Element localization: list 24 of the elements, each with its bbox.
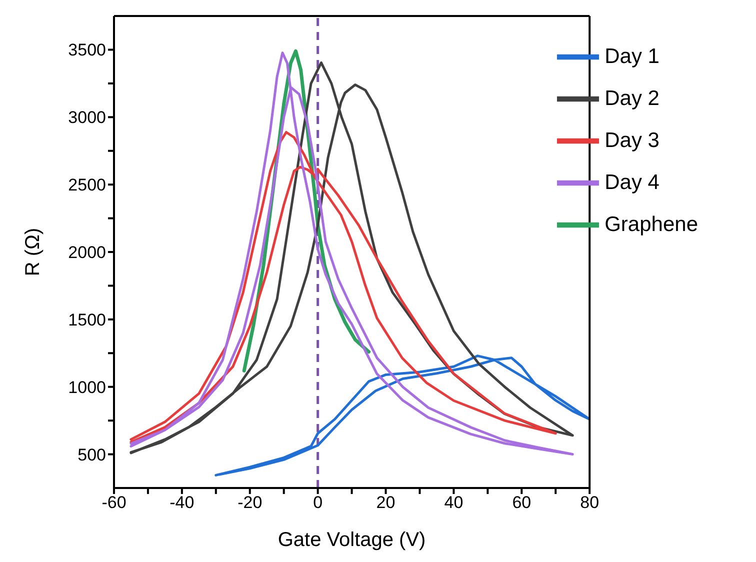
- y-tick-label: 2500: [68, 176, 106, 195]
- legend-label: Day 1: [604, 44, 660, 68]
- x-tick-label: 80: [580, 493, 600, 512]
- line-series: [130, 130, 557, 444]
- y-tick-label: 1500: [68, 310, 106, 330]
- x-tick-label: -60: [102, 493, 126, 512]
- line-series: [214, 354, 590, 476]
- x-tick-label: 40: [444, 493, 464, 512]
- x-tick-label: -40: [170, 493, 194, 512]
- legend-label: Day 3: [604, 128, 660, 152]
- x-tick-label: 20: [376, 493, 396, 512]
- y-tick-label: 3500: [68, 40, 106, 60]
- y-tick-label: 1000: [68, 378, 106, 397]
- y-tick-label: 500: [78, 445, 106, 464]
- y-tick-label: 2000: [68, 243, 106, 262]
- legend-label: Day 2: [604, 86, 660, 110]
- x-axis-title: Gate Voltage (V): [278, 529, 426, 551]
- y-axis-title: R (Ω): [22, 228, 44, 276]
- x-tick-label: 0: [313, 493, 323, 512]
- legend-label: Graphene: [604, 212, 698, 236]
- legend-label: Day 4: [604, 170, 660, 194]
- x-tick-label: -20: [238, 493, 262, 512]
- x-tick-label: 60: [512, 493, 532, 512]
- y-tick-label: 3000: [68, 108, 106, 128]
